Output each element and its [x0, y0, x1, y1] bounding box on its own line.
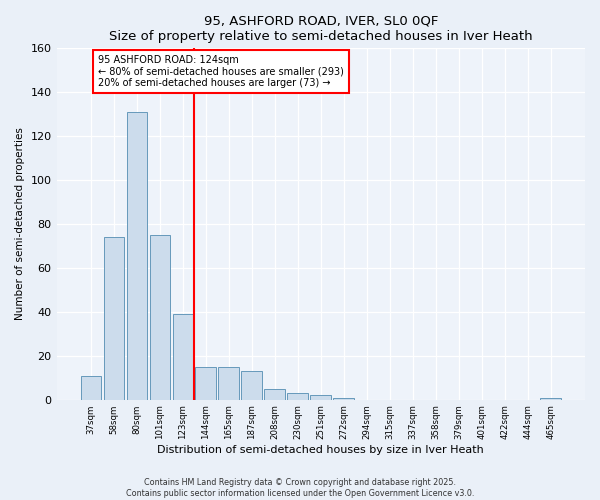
Title: 95, ASHFORD ROAD, IVER, SL0 0QF
Size of property relative to semi-detached house: 95, ASHFORD ROAD, IVER, SL0 0QF Size of … [109, 15, 533, 43]
Bar [287, 393, 308, 400]
X-axis label: Distribution of semi-detached houses by size in Iver Heath: Distribution of semi-detached houses by … [157, 445, 484, 455]
Bar [127, 112, 147, 400]
Bar [104, 237, 124, 400]
Bar [173, 314, 193, 400]
Bar [218, 367, 239, 400]
Bar [540, 398, 561, 400]
Bar [80, 376, 101, 400]
Bar [196, 367, 216, 400]
Bar [265, 388, 285, 400]
Text: Contains HM Land Registry data © Crown copyright and database right 2025.
Contai: Contains HM Land Registry data © Crown c… [126, 478, 474, 498]
Bar [310, 396, 331, 400]
Bar [149, 235, 170, 400]
Bar [241, 371, 262, 400]
Y-axis label: Number of semi-detached properties: Number of semi-detached properties [15, 128, 25, 320]
Bar [334, 398, 354, 400]
Text: 95 ASHFORD ROAD: 124sqm
← 80% of semi-detached houses are smaller (293)
20% of s: 95 ASHFORD ROAD: 124sqm ← 80% of semi-de… [98, 55, 344, 88]
